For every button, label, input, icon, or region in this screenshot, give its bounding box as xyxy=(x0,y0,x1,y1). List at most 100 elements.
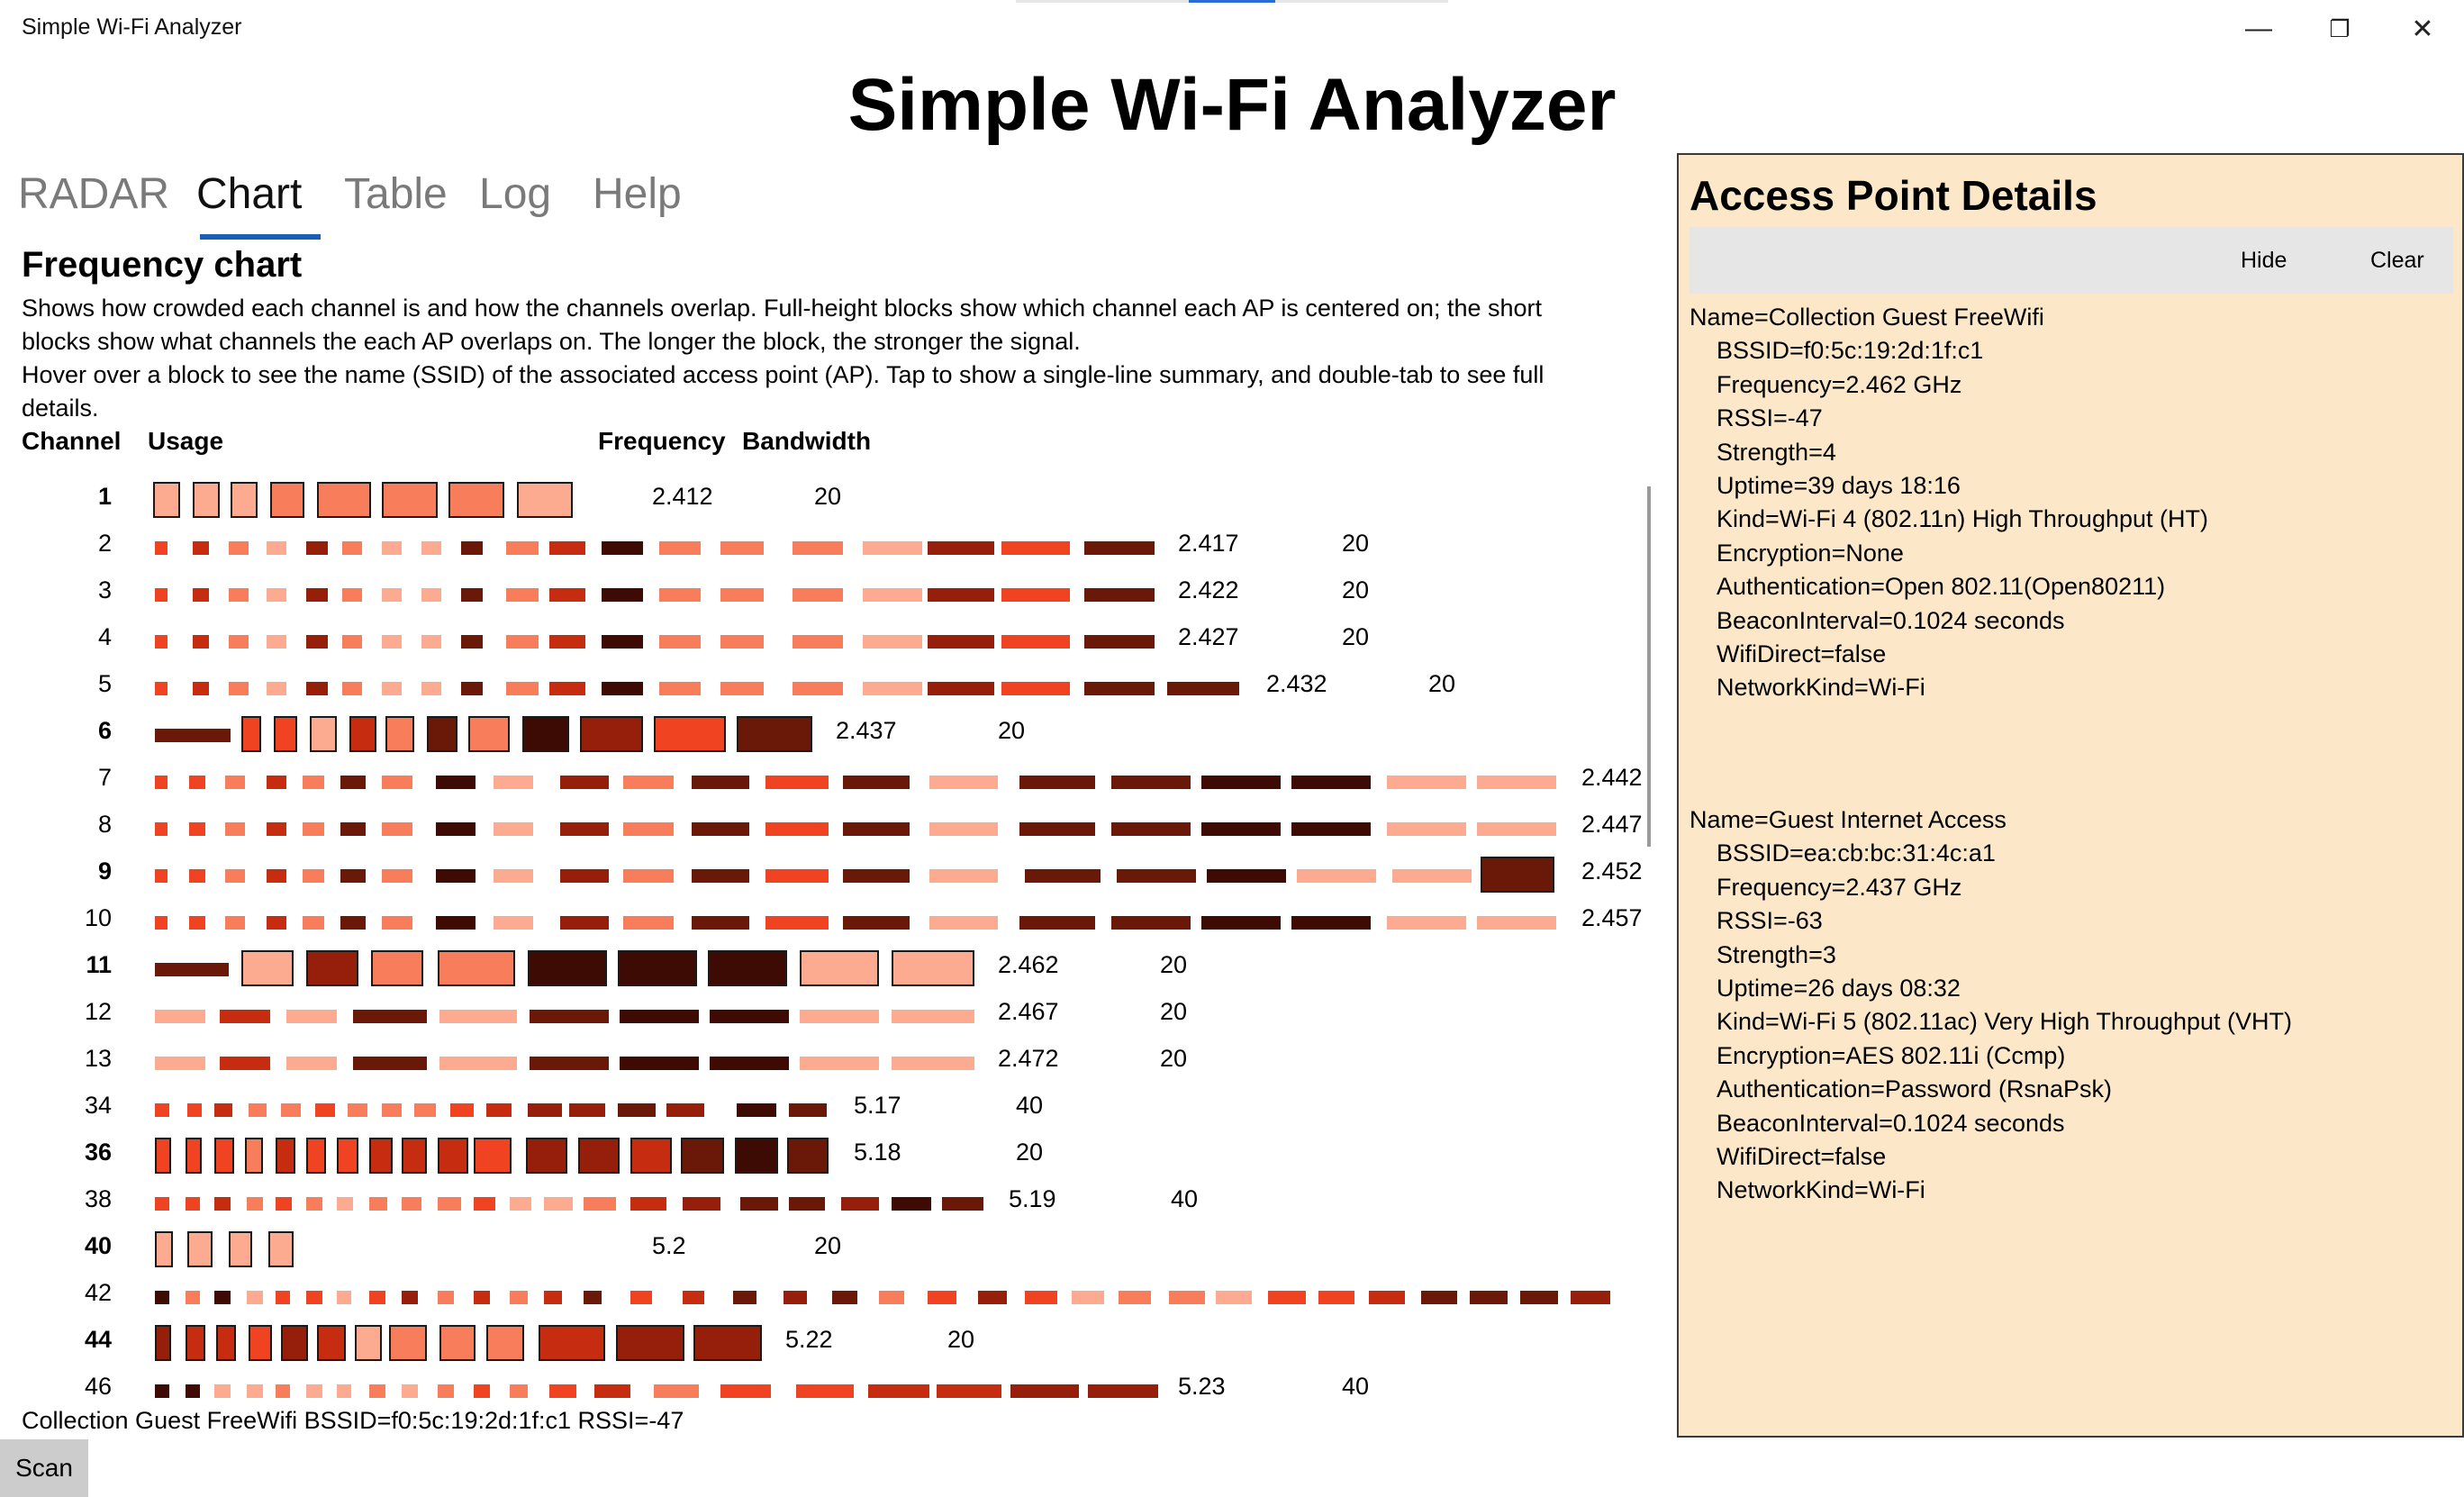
ap-center-block[interactable] xyxy=(249,1325,272,1361)
ap-overlap-block[interactable] xyxy=(155,916,168,930)
ap-overlap-block[interactable] xyxy=(584,1197,616,1211)
ap-overlap-block[interactable] xyxy=(1084,541,1155,555)
ap-overlap-block[interactable] xyxy=(843,916,910,930)
ap-center-block[interactable] xyxy=(737,716,812,752)
ap-overlap-block[interactable] xyxy=(414,1103,436,1117)
ap-overlap-block[interactable] xyxy=(276,1197,292,1211)
ap-overlap-block[interactable] xyxy=(1201,822,1281,836)
ap-overlap-block[interactable] xyxy=(549,682,585,695)
ap-overlap-block[interactable] xyxy=(1167,682,1239,695)
ap-overlap-block[interactable] xyxy=(337,1384,351,1398)
ap-center-block[interactable] xyxy=(539,1325,605,1361)
ap-overlap-block[interactable] xyxy=(1201,776,1281,789)
ap-overlap-block[interactable] xyxy=(1387,822,1466,836)
ap-overlap-block[interactable] xyxy=(863,588,922,602)
ap-overlap-block[interactable] xyxy=(710,1057,789,1070)
ap-overlap-block[interactable] xyxy=(306,682,328,695)
ap-overlap-block[interactable] xyxy=(342,682,362,695)
ap-overlap-block[interactable] xyxy=(474,1197,495,1211)
ap-overlap-block[interactable] xyxy=(659,541,701,555)
ap-overlap-block[interactable] xyxy=(733,1291,756,1304)
ap-overlap-block[interactable] xyxy=(544,1197,573,1211)
ap-overlap-block[interactable] xyxy=(421,588,441,602)
ap-overlap-block[interactable] xyxy=(789,1197,825,1211)
ap-overlap-block[interactable] xyxy=(765,916,829,930)
ap-overlap-block[interactable] xyxy=(784,1291,807,1304)
ap-overlap-block[interactable] xyxy=(793,588,843,602)
ap-overlap-block[interactable] xyxy=(306,1384,322,1398)
ap-overlap-block[interactable] xyxy=(155,1103,169,1117)
ap-overlap-block[interactable] xyxy=(928,541,994,555)
ap-center-block[interactable] xyxy=(349,716,376,752)
ap-overlap-block[interactable] xyxy=(506,588,539,602)
ap-overlap-block[interactable] xyxy=(1084,682,1155,695)
ap-center-block[interactable] xyxy=(448,482,504,518)
ap-overlap-block[interactable] xyxy=(382,541,402,555)
ap-overlap-block[interactable] xyxy=(659,682,701,695)
ap-overlap-block[interactable] xyxy=(155,682,168,695)
ap-overlap-block[interactable] xyxy=(1392,869,1472,883)
ap-overlap-block[interactable] xyxy=(494,776,533,789)
ap-center-block[interactable] xyxy=(618,950,697,986)
ap-overlap-block[interactable] xyxy=(421,682,441,695)
ap-overlap-block[interactable] xyxy=(303,776,324,789)
ap-center-block[interactable] xyxy=(193,482,220,518)
ap-overlap-block[interactable] xyxy=(560,869,609,883)
ap-overlap-block[interactable] xyxy=(306,541,328,555)
ap-overlap-block[interactable] xyxy=(337,1291,351,1304)
ap-overlap-block[interactable] xyxy=(1477,916,1556,930)
ap-overlap-block[interactable] xyxy=(369,1384,385,1398)
ap-overlap-block[interactable] xyxy=(315,1103,335,1117)
ap-center-block[interactable] xyxy=(1481,857,1554,893)
ap-overlap-block[interactable] xyxy=(937,1384,1001,1398)
ap-overlap-block[interactable] xyxy=(929,822,998,836)
ap-overlap-block[interactable] xyxy=(306,1291,322,1304)
ap-overlap-block[interactable] xyxy=(229,635,249,649)
ap-overlap-block[interactable] xyxy=(720,682,764,695)
ap-overlap-block[interactable] xyxy=(843,776,910,789)
ap-overlap-block[interactable] xyxy=(1111,916,1191,930)
ap-overlap-block[interactable] xyxy=(267,541,286,555)
ap-overlap-block[interactable] xyxy=(342,635,362,649)
ap-center-block[interactable] xyxy=(355,1325,382,1361)
ap-center-block[interactable] xyxy=(630,1138,672,1174)
restore-button[interactable]: ❐ xyxy=(2329,14,2351,42)
ap-overlap-block[interactable] xyxy=(1025,869,1101,883)
ap-overlap-block[interactable] xyxy=(692,869,749,883)
ap-overlap-block[interactable] xyxy=(892,1197,931,1211)
chart-scrollbar[interactable] xyxy=(1647,486,1651,847)
ap-center-block[interactable] xyxy=(735,1138,778,1174)
ap-center-block[interactable] xyxy=(153,482,180,518)
ap-overlap-block[interactable] xyxy=(683,1291,704,1304)
ap-center-block[interactable] xyxy=(438,950,515,986)
ap-overlap-block[interactable] xyxy=(421,541,441,555)
ap-overlap-block[interactable] xyxy=(528,1103,562,1117)
ap-overlap-block[interactable] xyxy=(340,776,366,789)
ap-overlap-block[interactable] xyxy=(692,822,749,836)
ap-overlap-block[interactable] xyxy=(549,541,585,555)
ap-center-block[interactable] xyxy=(155,1231,173,1267)
ap-overlap-block[interactable] xyxy=(249,1103,267,1117)
ap-center-block[interactable] xyxy=(580,716,643,752)
ap-overlap-block[interactable] xyxy=(506,541,539,555)
ap-overlap-block[interactable] xyxy=(765,776,829,789)
ap-overlap-block[interactable] xyxy=(549,1384,576,1398)
ap-overlap-block[interactable] xyxy=(868,1384,929,1398)
ap-center-block[interactable] xyxy=(892,950,974,986)
tab-radar[interactable]: RADAR xyxy=(18,170,170,218)
tab-log[interactable]: Log xyxy=(479,170,552,218)
ap-center-block[interactable] xyxy=(186,1325,205,1361)
ap-center-block[interactable] xyxy=(382,482,438,518)
ap-overlap-block[interactable] xyxy=(267,869,286,883)
ap-overlap-block[interactable] xyxy=(602,635,643,649)
ap-overlap-block[interactable] xyxy=(1387,916,1466,930)
ap-overlap-block[interactable] xyxy=(978,1291,1007,1304)
ap-center-block[interactable] xyxy=(245,1138,263,1174)
ap-overlap-block[interactable] xyxy=(155,776,168,789)
ap-overlap-block[interactable] xyxy=(303,822,324,836)
ap-overlap-block[interactable] xyxy=(382,588,402,602)
scan-button[interactable]: Scan xyxy=(0,1439,88,1497)
ap-overlap-block[interactable] xyxy=(225,869,245,883)
ap-center-block[interactable] xyxy=(486,1325,524,1361)
ap-overlap-block[interactable] xyxy=(623,822,674,836)
